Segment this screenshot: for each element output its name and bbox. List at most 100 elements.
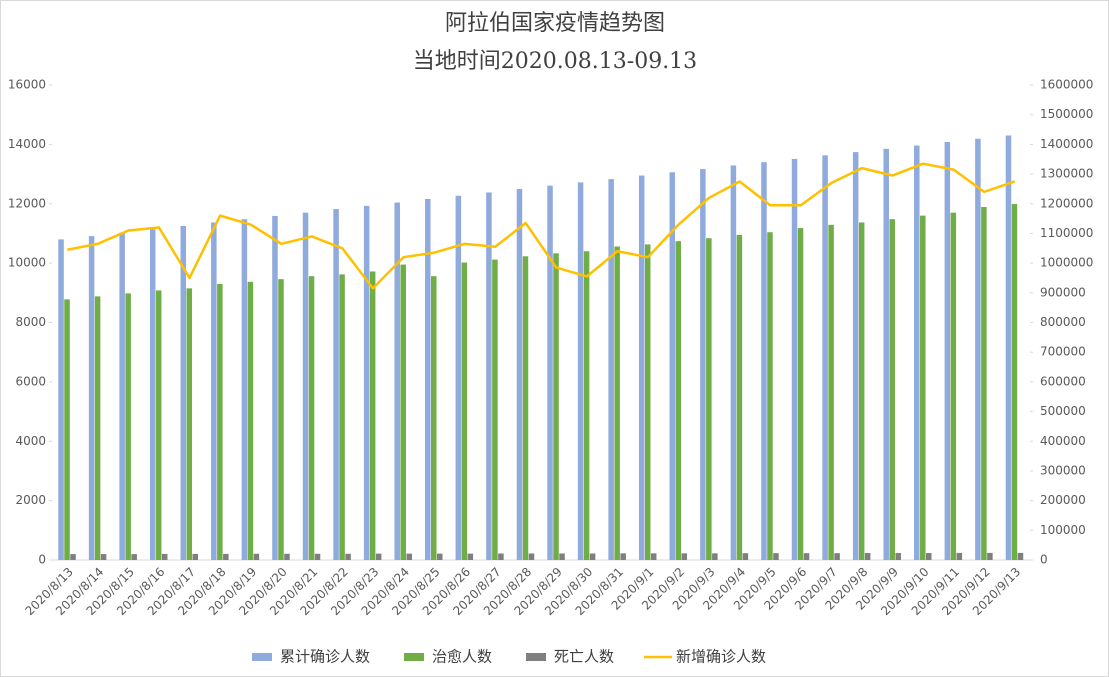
bar xyxy=(1005,135,1012,560)
bar xyxy=(58,239,64,560)
bar xyxy=(864,553,871,560)
bar xyxy=(669,172,676,560)
y-tick-label: 16000 xyxy=(8,78,46,92)
bar xyxy=(700,169,706,560)
bar xyxy=(858,222,865,560)
bar xyxy=(345,553,351,560)
bar xyxy=(803,553,810,560)
bar xyxy=(650,553,657,560)
bar xyxy=(88,236,95,560)
bar xyxy=(950,212,957,560)
bar xyxy=(791,158,798,560)
bar xyxy=(278,279,284,560)
bar xyxy=(223,553,229,560)
bar xyxy=(1017,552,1024,560)
bar xyxy=(425,199,431,560)
bar xyxy=(736,234,743,560)
y-tick-label: 14000 xyxy=(8,137,46,151)
y-tick-label: 4000 xyxy=(15,434,46,448)
bar xyxy=(161,553,168,560)
bar xyxy=(730,165,737,560)
y-tick-label: 6000 xyxy=(15,374,46,388)
bar xyxy=(956,552,963,560)
bar xyxy=(767,232,773,560)
bar xyxy=(314,553,321,560)
bar xyxy=(192,553,199,560)
y2-tick-label: 800000 xyxy=(1040,315,1086,329)
bar xyxy=(914,145,920,560)
bar xyxy=(486,192,492,560)
bar xyxy=(455,195,462,560)
chart-subtitle: 当地时间2020.08.13-09.13 xyxy=(413,49,697,74)
bar xyxy=(620,553,626,560)
bar xyxy=(675,241,682,560)
y2-tick-label: 1500000 xyxy=(1040,107,1093,121)
y-tick-label: 12000 xyxy=(8,196,46,210)
bar xyxy=(363,205,370,560)
chart-title: 阿拉伯国家疫情趋势图 xyxy=(445,11,665,36)
bar xyxy=(559,553,565,560)
bar xyxy=(975,138,981,560)
bar xyxy=(889,219,895,560)
bar xyxy=(742,553,749,560)
bar xyxy=(394,202,400,560)
bar xyxy=(773,553,779,560)
bar xyxy=(467,553,474,560)
bar xyxy=(528,553,535,560)
y2-tick-label: 200000 xyxy=(1040,493,1086,507)
bar xyxy=(987,552,993,560)
bar xyxy=(981,207,987,560)
y-tick-label: 0 xyxy=(38,553,46,567)
bar xyxy=(339,274,345,560)
bar xyxy=(155,290,162,560)
y-tick-label: 10000 xyxy=(8,256,46,270)
y2-tick-label: 600000 xyxy=(1040,374,1086,388)
bar xyxy=(131,554,137,560)
y-tick-label: 8000 xyxy=(15,315,46,329)
y-tick-label: 2000 xyxy=(15,493,46,507)
bar xyxy=(834,553,840,560)
bar xyxy=(70,554,76,560)
bar xyxy=(369,271,376,560)
bar xyxy=(589,553,596,560)
y2-tick-label: 1200000 xyxy=(1040,196,1093,210)
bar xyxy=(797,228,804,560)
legend-swatch xyxy=(252,653,272,661)
legend-swatch xyxy=(526,653,547,661)
legend-label: 累计确诊人数 xyxy=(280,648,370,666)
bar xyxy=(547,185,553,560)
line xyxy=(67,162,1016,290)
legend-swatch xyxy=(404,653,425,661)
bar xyxy=(498,553,504,560)
bar xyxy=(400,264,406,560)
bar xyxy=(852,152,859,560)
bar xyxy=(100,554,107,560)
bar xyxy=(895,553,901,560)
y2-tick-label: 900000 xyxy=(1040,285,1086,299)
bar xyxy=(681,553,688,560)
bar xyxy=(638,175,645,560)
bar xyxy=(211,222,217,560)
bar xyxy=(926,553,932,560)
bar xyxy=(1011,204,1018,560)
legend-label: 治愈人数 xyxy=(432,648,492,666)
y2-tick-label: 100000 xyxy=(1040,523,1086,537)
bar xyxy=(406,553,412,560)
bar xyxy=(608,179,614,560)
bar xyxy=(644,244,651,560)
bar xyxy=(492,259,498,560)
bar xyxy=(125,293,131,560)
y2-tick-label: 0 xyxy=(1040,553,1048,567)
y2-tick-label: 500000 xyxy=(1040,404,1086,418)
bar xyxy=(333,209,339,560)
bar xyxy=(272,215,278,560)
bar xyxy=(119,232,125,560)
y2-tick-label: 1000000 xyxy=(1040,256,1093,270)
y2-tick-label: 700000 xyxy=(1040,345,1086,359)
bar xyxy=(217,283,223,560)
bar xyxy=(522,256,529,560)
bar xyxy=(247,281,254,560)
bar xyxy=(944,142,951,560)
bar xyxy=(284,553,290,560)
